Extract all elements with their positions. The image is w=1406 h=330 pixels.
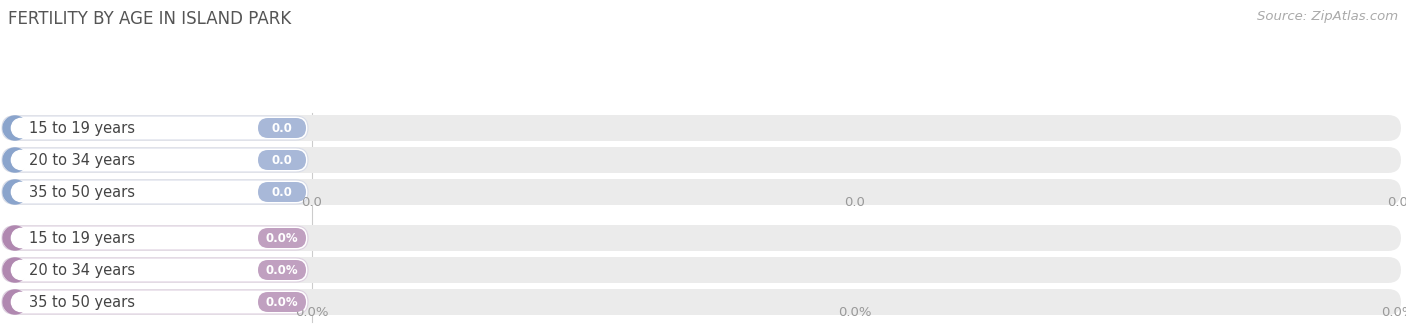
Text: 0.0: 0.0 (271, 185, 292, 199)
FancyBboxPatch shape (1, 180, 308, 204)
FancyBboxPatch shape (1, 225, 1400, 251)
FancyBboxPatch shape (257, 228, 307, 248)
Circle shape (11, 182, 31, 202)
Text: 0.0: 0.0 (271, 153, 292, 167)
FancyBboxPatch shape (1, 257, 1400, 283)
Text: 0.0%: 0.0% (295, 307, 329, 319)
Circle shape (11, 228, 31, 248)
Circle shape (11, 150, 31, 170)
Circle shape (3, 226, 27, 250)
FancyBboxPatch shape (257, 150, 307, 170)
FancyBboxPatch shape (257, 260, 307, 280)
Text: 35 to 50 years: 35 to 50 years (30, 184, 135, 200)
Text: FERTILITY BY AGE IN ISLAND PARK: FERTILITY BY AGE IN ISLAND PARK (8, 10, 291, 28)
Text: 0.0: 0.0 (1388, 196, 1406, 210)
FancyBboxPatch shape (1, 258, 308, 282)
Text: 0.0: 0.0 (301, 196, 322, 210)
Circle shape (11, 260, 31, 280)
FancyBboxPatch shape (257, 182, 307, 202)
Text: 15 to 19 years: 15 to 19 years (30, 120, 135, 136)
FancyBboxPatch shape (1, 226, 308, 250)
FancyBboxPatch shape (1, 179, 1400, 205)
Text: 20 to 34 years: 20 to 34 years (30, 262, 135, 278)
Text: 0.0%: 0.0% (266, 295, 298, 309)
Circle shape (3, 148, 27, 172)
FancyBboxPatch shape (257, 118, 307, 138)
FancyBboxPatch shape (1, 148, 308, 172)
Circle shape (3, 258, 27, 282)
Circle shape (11, 118, 31, 138)
Text: 0.0%: 0.0% (838, 307, 872, 319)
FancyBboxPatch shape (1, 289, 1400, 315)
Text: 35 to 50 years: 35 to 50 years (30, 294, 135, 310)
Text: 0.0: 0.0 (845, 196, 866, 210)
FancyBboxPatch shape (1, 290, 308, 314)
Circle shape (3, 180, 27, 204)
FancyBboxPatch shape (1, 115, 1400, 141)
Circle shape (3, 290, 27, 314)
FancyBboxPatch shape (257, 292, 307, 312)
Text: 0.0%: 0.0% (1381, 307, 1406, 319)
Circle shape (3, 116, 27, 140)
Text: 0.0%: 0.0% (266, 263, 298, 277)
Text: 0.0%: 0.0% (266, 232, 298, 245)
Text: 0.0: 0.0 (271, 121, 292, 135)
Text: 15 to 19 years: 15 to 19 years (30, 230, 135, 246)
FancyBboxPatch shape (1, 116, 308, 140)
FancyBboxPatch shape (1, 147, 1400, 173)
Text: 20 to 34 years: 20 to 34 years (30, 152, 135, 168)
Text: Source: ZipAtlas.com: Source: ZipAtlas.com (1257, 10, 1398, 23)
Circle shape (11, 292, 31, 312)
